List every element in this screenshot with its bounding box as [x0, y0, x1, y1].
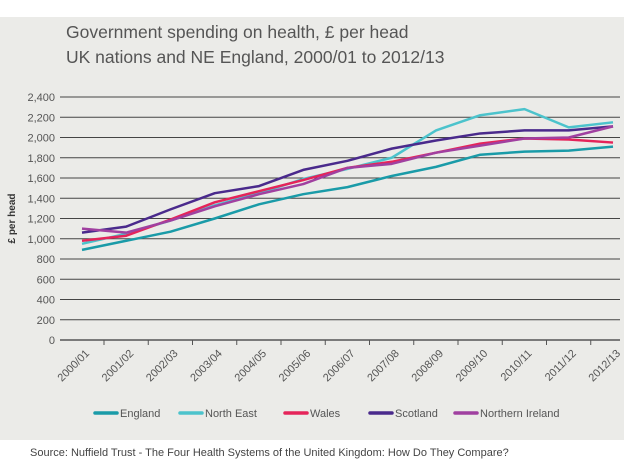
chart-title: Government spending on health, £ per hea…: [66, 22, 409, 42]
x-tick-label: 2012/13: [587, 348, 624, 385]
x-tick-label: 2002/03: [144, 348, 181, 385]
legend-label: Scotland: [395, 408, 438, 420]
y-tick-label: 200: [37, 315, 55, 327]
y-tick-label: 1,000: [27, 234, 55, 246]
y-tick-label: 800: [37, 254, 55, 266]
x-tick-label: 2006/07: [321, 348, 358, 385]
y-tick-label: 2,200: [27, 112, 55, 124]
x-tick-label: 2010/11: [499, 348, 535, 384]
x-tick-label: 2008/09: [410, 348, 447, 385]
y-tick-label: 600: [37, 274, 55, 286]
x-tick-label: 2005/06: [277, 348, 314, 385]
x-tick-label: 2007/08: [365, 348, 402, 385]
y-tick-label: 1,800: [27, 153, 55, 165]
x-tick-label: 2004/05: [233, 348, 270, 385]
series-line-scotland: [81, 125, 614, 234]
y-tick-label: 400: [37, 295, 55, 307]
y-axis-label: £ per head: [7, 193, 18, 243]
source-note: Source: Nuffield Trust - The Four Health…: [30, 447, 509, 459]
legend-label: North East: [205, 408, 257, 420]
chart-subtitle: UK nations and NE England, 2000/01 to 20…: [66, 47, 445, 67]
y-tick-label: 1,400: [27, 193, 55, 205]
x-tick-label: 2011/12: [543, 348, 579, 384]
x-tick-label: 2001/02: [100, 348, 137, 385]
legend-label: Wales: [310, 408, 341, 420]
x-tick-label: 2009/10: [454, 348, 491, 385]
series-line-northern-ireland: [81, 125, 614, 234]
series-line-england: [81, 145, 614, 252]
x-tick-label: 2000/01: [56, 348, 93, 385]
y-tick-label: 0: [49, 335, 55, 347]
y-tick-label: 2,400: [27, 92, 55, 104]
y-tick-label: 2,000: [27, 133, 55, 145]
x-tick-label: 2003/04: [188, 348, 225, 385]
y-tick-label: 1,600: [27, 173, 55, 185]
series-line-wales: [81, 137, 614, 243]
y-tick-label: 1,200: [27, 214, 55, 226]
legend-label: England: [120, 408, 160, 420]
legend-label: Northern Ireland: [480, 408, 560, 420]
